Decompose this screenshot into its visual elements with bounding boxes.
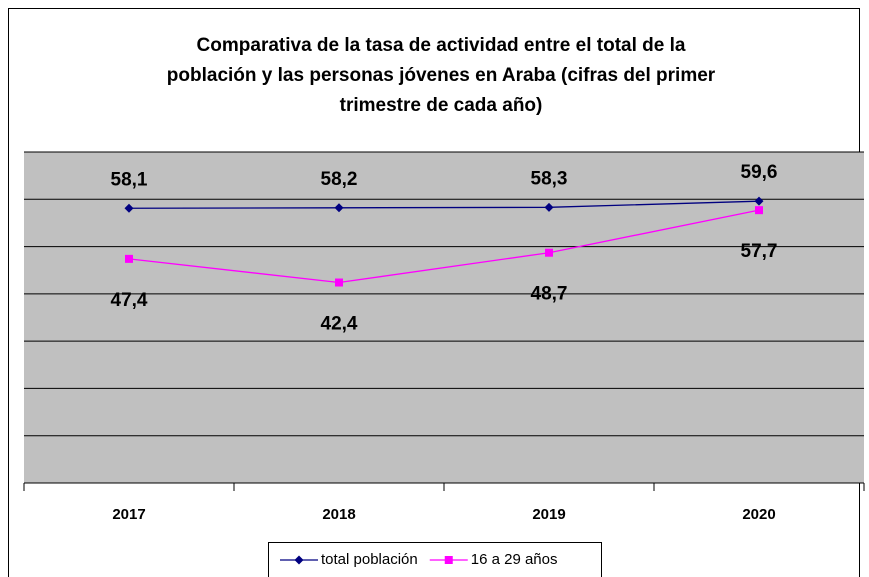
marker [335, 278, 343, 287]
x-tick-label: 2020 [742, 506, 775, 523]
marker [124, 203, 134, 213]
data-label: 42,4 [321, 314, 358, 335]
x-tick-label: 2019 [532, 506, 565, 523]
data-label: 48,7 [531, 284, 568, 305]
data-label: 59,6 [741, 162, 778, 183]
marker [294, 555, 304, 565]
marker [125, 254, 133, 263]
marker [444, 556, 453, 564]
chart-title: población y las personas jóvenes en Arab… [167, 65, 716, 86]
marker [544, 202, 554, 212]
x-tick-label: 2017 [112, 506, 145, 523]
marker [755, 206, 763, 215]
chart-title: Comparativa de la tasa de actividad entr… [197, 35, 686, 56]
series-line [128, 200, 760, 209]
data-label: 58,3 [531, 168, 568, 189]
legend-label: total población [321, 551, 418, 568]
data-label: 58,1 [111, 169, 148, 190]
legend-label: 16 a 29 años [471, 551, 558, 568]
chart-title: trimestre de cada año) [340, 95, 543, 116]
marker [545, 248, 553, 257]
marker [334, 203, 344, 213]
series-line [128, 209, 760, 284]
marker [754, 196, 764, 206]
data-label: 47,4 [111, 290, 148, 311]
data-label: 57,7 [741, 241, 778, 262]
data-label: 58,2 [321, 169, 358, 190]
x-tick-label: 2018 [322, 506, 355, 523]
